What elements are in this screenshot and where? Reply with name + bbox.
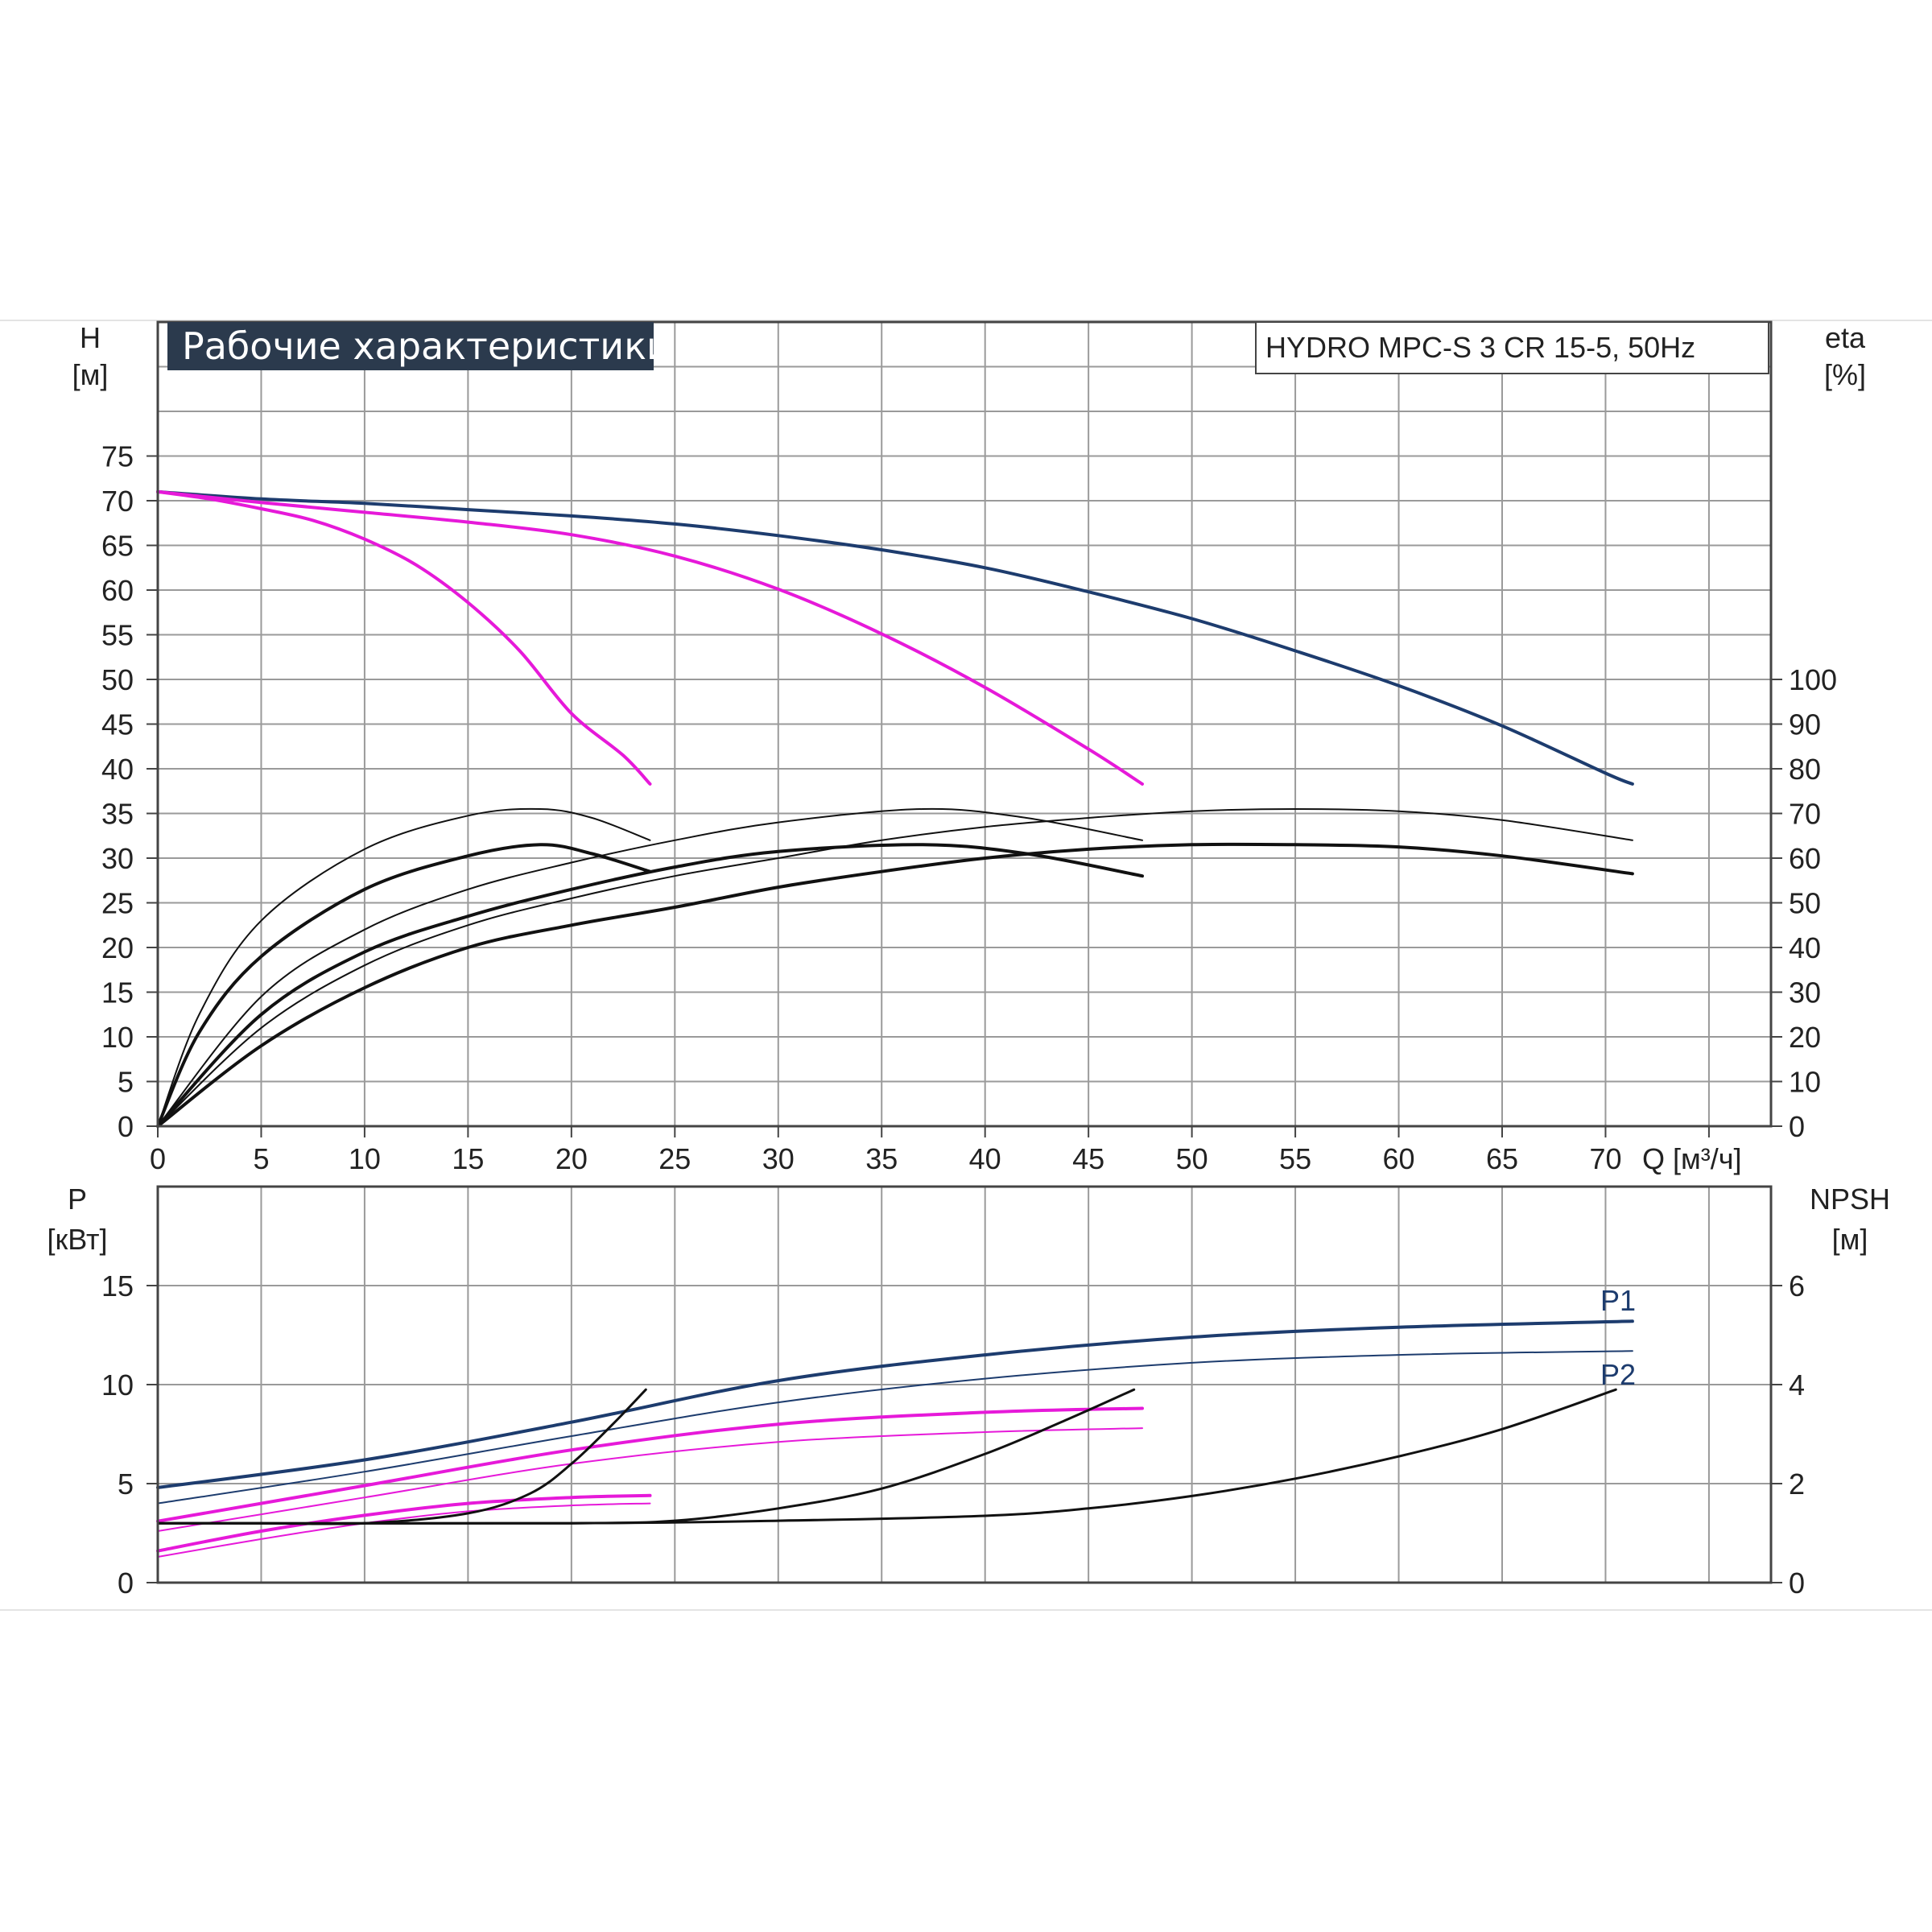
y-tick-label-h: 65	[101, 530, 134, 563]
y-tick-label-p: 15	[101, 1269, 134, 1302]
y-tick-label-eta: 50	[1789, 887, 1821, 920]
x-tick-label: 10	[349, 1142, 381, 1175]
p2-curve-magenta-5	[157, 1502, 651, 1558]
bottom-right-axis-unit: [м]	[1832, 1223, 1868, 1256]
y-tick-label-eta: 90	[1789, 708, 1821, 741]
p1-curve-magenta-2	[156, 1406, 1144, 1523]
x-tick-label: 45	[1072, 1142, 1104, 1175]
x-tick-label: 70	[1589, 1142, 1621, 1175]
y-tick-label-eta: 10	[1789, 1066, 1821, 1099]
y-tick-label-p: 10	[101, 1368, 134, 1402]
y-tick-label-eta: 30	[1789, 976, 1821, 1009]
y-tick-label-h: 40	[101, 753, 134, 786]
x-tick-label: 40	[969, 1142, 1001, 1175]
y-tick-label-h: 60	[101, 574, 134, 607]
y-tick-label-h: 5	[118, 1066, 134, 1099]
npsh-curve-black-6	[156, 1388, 647, 1525]
y-tick-label-h: 20	[101, 931, 134, 964]
eta-curve-black-8	[156, 842, 1634, 1128]
x-tick-label: 55	[1279, 1142, 1311, 1175]
bottom-left-axis-label: P	[68, 1183, 87, 1216]
p1-label: P1	[1600, 1284, 1636, 1317]
p2-curve-magenta-3	[157, 1427, 1143, 1532]
p2-label: P2	[1600, 1358, 1636, 1391]
p1-curve-magenta-4	[156, 1493, 652, 1553]
bottom-panel-ticks: 0 5 10 15 0 2 4 6	[101, 1269, 1805, 1600]
bottom-panel-series	[156, 1319, 1634, 1558]
y-tick-label-eta: 100	[1789, 663, 1837, 696]
p2-curve-blue-1	[157, 1350, 1633, 1505]
bottom-left-axis-unit: [кВт]	[47, 1223, 107, 1256]
bottom-panel-grid	[158, 1187, 1771, 1583]
x-tick-label: 30	[762, 1142, 795, 1175]
chart-title: Рабочие характеристики	[182, 324, 671, 368]
eta-curve-black-5	[157, 807, 1143, 1127]
y-tick-label-npsh: 4	[1789, 1368, 1805, 1402]
head-curve-blue-0	[156, 489, 1634, 786]
model-box	[1255, 321, 1769, 374]
y-tick-label-h: 55	[101, 619, 134, 652]
y-tick-label-h: 15	[101, 976, 134, 1009]
y-tick-label-eta: 70	[1789, 798, 1821, 831]
eta-curve-black-4	[156, 843, 652, 1128]
y-tick-label-npsh: 0	[1789, 1567, 1805, 1600]
x-tick-label: 0	[150, 1142, 166, 1175]
y-tick-label-eta: 80	[1789, 753, 1821, 786]
y-tick-label-h: 75	[101, 440, 134, 473]
y-tick-label-eta: 20	[1789, 1021, 1821, 1054]
x-tick-label: 5	[253, 1142, 269, 1175]
top-panel-grid	[158, 322, 1771, 1126]
x-tick-label: 15	[452, 1142, 484, 1175]
x-tick-label: 35	[865, 1142, 898, 1175]
y-tick-label-npsh: 2	[1789, 1468, 1805, 1501]
eta-curve-black-6	[156, 843, 1144, 1128]
y-tick-label-h: 35	[101, 798, 134, 831]
bottom-right-axis-label: NPSH	[1810, 1183, 1890, 1216]
top-right-axis-unit: [%]	[1824, 358, 1866, 391]
y-tick-label-h: 25	[101, 887, 134, 920]
x-tick-label: 50	[1176, 1142, 1208, 1175]
head-curve-magenta-2	[156, 489, 652, 786]
eta-curve-black-7	[157, 808, 1633, 1127]
y-tick-label-h: 0	[118, 1110, 134, 1143]
model-label: HYDRO MPC-S 3 CR 15-5, 50Hz	[1265, 331, 1695, 364]
y-tick-label-h: 30	[101, 842, 134, 875]
y-tick-label-npsh: 6	[1789, 1269, 1805, 1302]
y-tick-label-h: 70	[101, 485, 134, 518]
y-tick-label-eta: 40	[1789, 931, 1821, 964]
x-tick-label: 60	[1383, 1142, 1415, 1175]
top-left-axis-label: H	[80, 321, 101, 354]
npsh-curve-black-8	[156, 1388, 1617, 1525]
chart-title-box	[167, 322, 654, 370]
x-tick-label: 25	[658, 1142, 691, 1175]
y-tick-label-h: 45	[101, 708, 134, 741]
y-tick-label-p: 0	[118, 1567, 134, 1600]
top-right-axis-label: eta	[1825, 321, 1866, 354]
head-curve-magenta-1	[156, 489, 1144, 786]
y-tick-label-p: 5	[118, 1468, 134, 1501]
y-tick-label-eta: 0	[1789, 1110, 1805, 1143]
top-panel-ticks: 0510152025303540455055606570750102030405…	[101, 440, 1837, 1176]
x-tick-label: 20	[555, 1142, 588, 1175]
x-tick-label: 65	[1486, 1142, 1518, 1175]
y-tick-label-h: 50	[101, 663, 134, 696]
y-tick-label-eta: 60	[1789, 842, 1821, 875]
x-axis-label: Q [м³/ч]	[1642, 1142, 1742, 1175]
p1-curve-blue-0	[156, 1319, 1634, 1489]
top-left-axis-unit: [м]	[72, 358, 109, 391]
y-tick-label-h: 10	[101, 1021, 134, 1054]
eta-curve-black-3	[157, 807, 651, 1127]
top-panel-series	[156, 489, 1634, 1128]
